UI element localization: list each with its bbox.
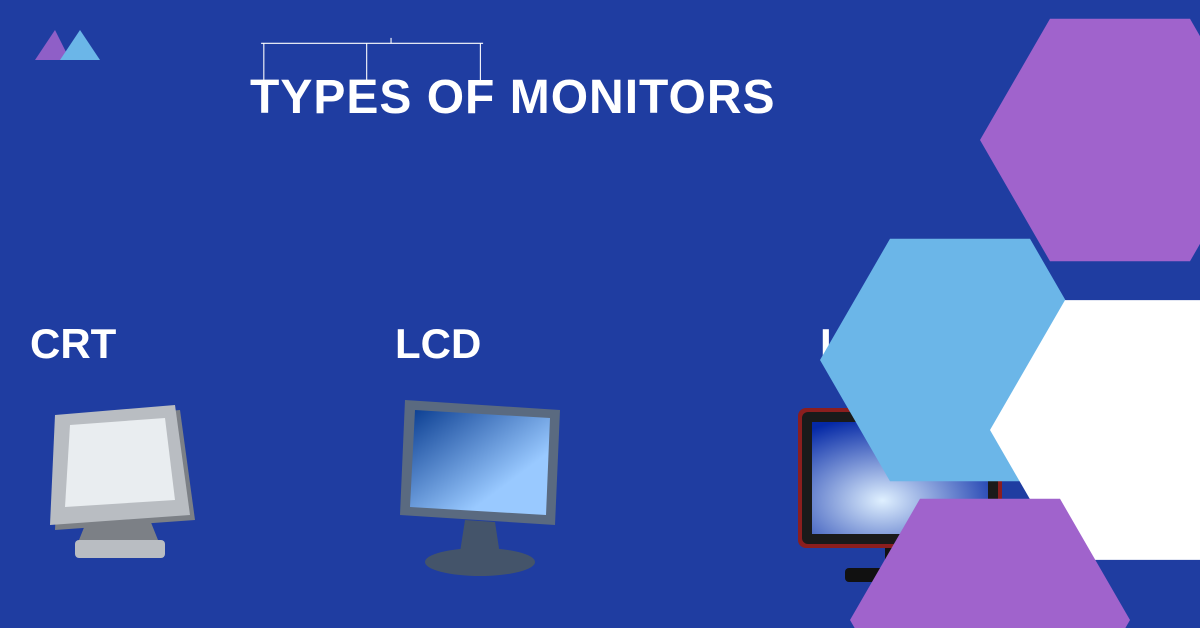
lcd-monitor-icon: [380, 390, 580, 590]
branch-lcd: LCD: [395, 320, 481, 368]
infographic-canvas: TYPES OF MONITORS CRT LCD LED: [0, 0, 1200, 628]
hexagon-decoration: [780, 0, 1200, 628]
branch-crt: CRT: [30, 320, 116, 368]
branch-label: LCD: [395, 320, 481, 367]
branch-label: CRT: [30, 320, 116, 367]
tree-connector: [0, 0, 820, 170]
crt-monitor-icon: [40, 400, 200, 570]
